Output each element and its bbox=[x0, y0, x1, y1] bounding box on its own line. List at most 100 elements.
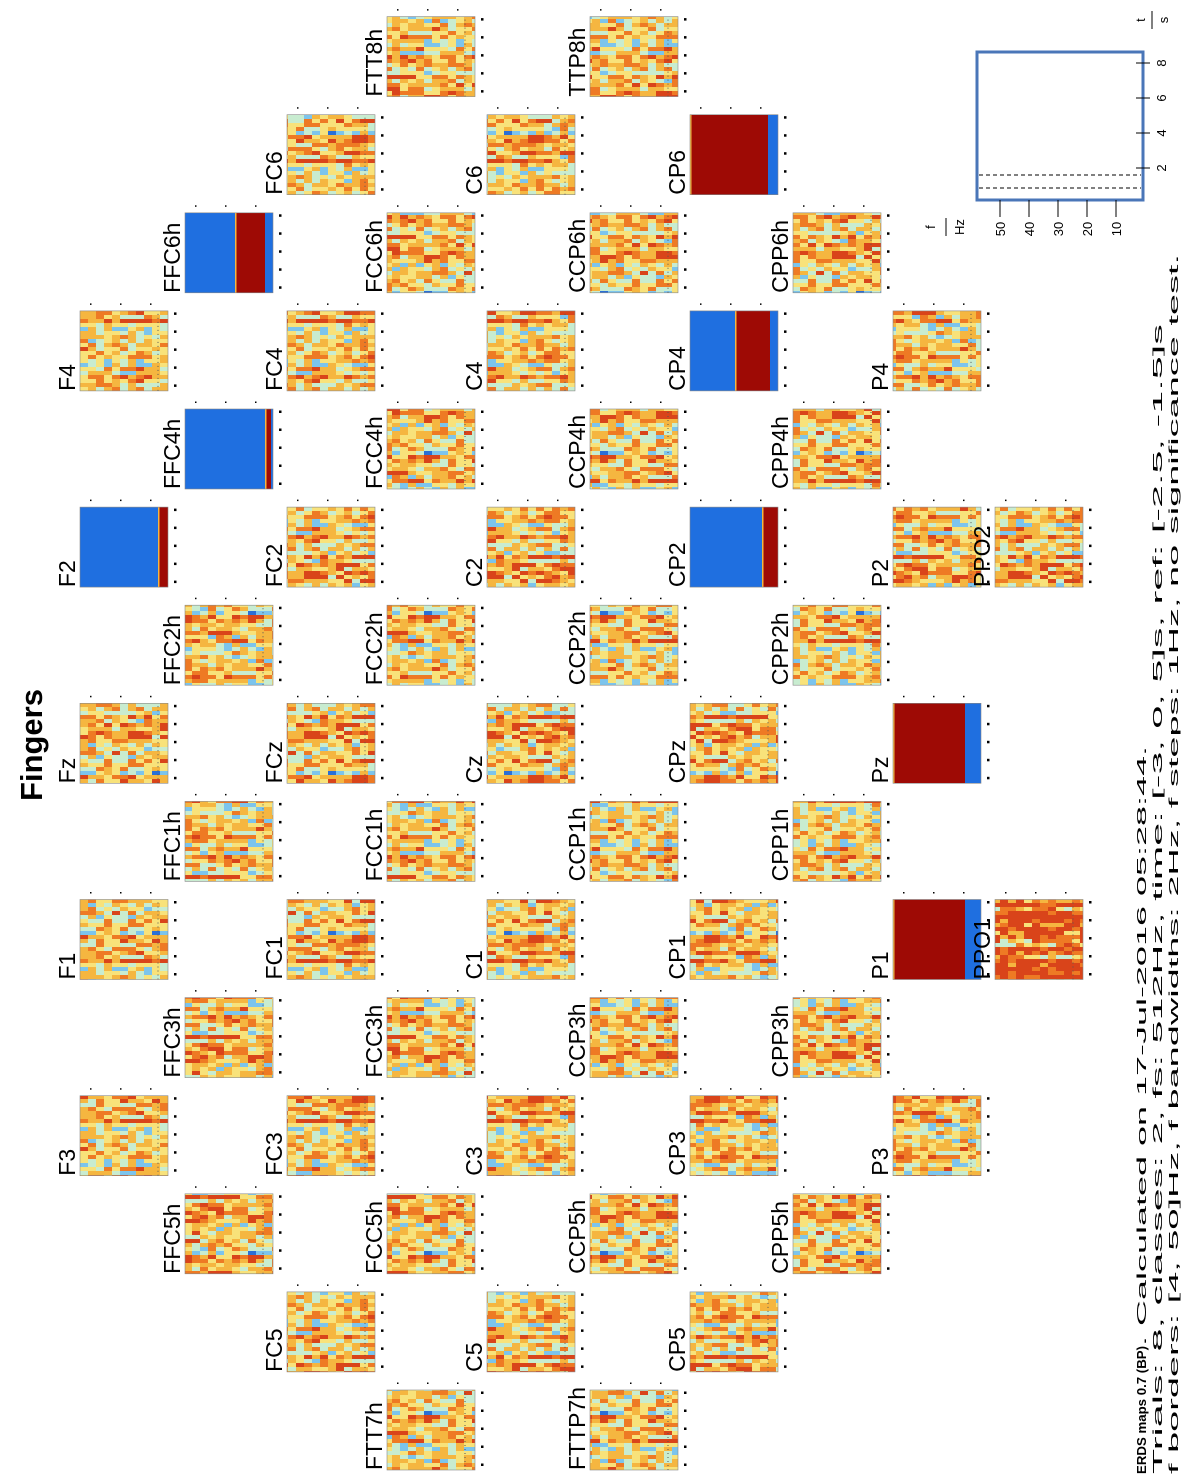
axis-dot bbox=[903, 303, 905, 305]
axis-dot bbox=[397, 598, 399, 600]
axis-dot bbox=[481, 1231, 484, 1234]
axis-dot bbox=[887, 857, 890, 860]
axis-dot bbox=[684, 286, 687, 289]
axis-dot bbox=[381, 937, 384, 940]
map-heatmap bbox=[487, 507, 575, 587]
axis-dot bbox=[887, 679, 890, 682]
axis-dot bbox=[760, 500, 762, 502]
axis-dot bbox=[150, 892, 152, 894]
axis-dot bbox=[174, 919, 177, 922]
channel-map: C3 bbox=[461, 1088, 584, 1176]
axis-dot bbox=[784, 1365, 787, 1368]
axis-dot bbox=[660, 205, 662, 207]
channel-map: FC1 bbox=[261, 892, 384, 980]
map-heatmap bbox=[387, 1390, 475, 1470]
map-heatmap bbox=[487, 900, 575, 980]
axis-dot bbox=[784, 937, 787, 940]
axis-dot bbox=[397, 205, 399, 207]
axis-dot bbox=[90, 1088, 92, 1090]
map-band bbox=[893, 703, 965, 783]
legend-t-unit: s bbox=[1156, 16, 1171, 23]
axis-dot bbox=[600, 1186, 602, 1188]
axis-dot bbox=[1089, 527, 1092, 530]
axis-dot bbox=[581, 563, 584, 566]
axis-dot bbox=[784, 563, 787, 566]
axis-dot bbox=[784, 955, 787, 958]
channel-label: FTT7h bbox=[361, 1402, 387, 1470]
axis-dot bbox=[381, 116, 384, 119]
channel-label: FCC1h bbox=[361, 809, 387, 882]
axis-dot bbox=[527, 500, 529, 502]
axis-dot bbox=[397, 990, 399, 992]
axis-dot bbox=[784, 348, 787, 351]
map-heatmap bbox=[80, 900, 168, 980]
axis-dot bbox=[279, 286, 282, 289]
axis-dot bbox=[381, 563, 384, 566]
axis-dot bbox=[174, 348, 177, 351]
channel-label: P4 bbox=[867, 363, 893, 391]
map-heatmap bbox=[387, 998, 475, 1078]
axis-dot bbox=[255, 205, 257, 207]
axis-dot bbox=[255, 598, 257, 600]
axis-dot bbox=[684, 36, 687, 39]
axis-dot bbox=[684, 1231, 687, 1234]
axis-dot bbox=[357, 1284, 359, 1286]
axis-dot bbox=[887, 286, 890, 289]
axis-dot bbox=[581, 1365, 584, 1368]
map-edge bbox=[762, 507, 764, 587]
axis-dot bbox=[581, 545, 584, 548]
axis-dot bbox=[255, 794, 257, 796]
axis-dot bbox=[279, 803, 282, 806]
axis-dot bbox=[427, 598, 429, 600]
channel-label: CCP3h bbox=[564, 1003, 590, 1077]
t-tick-label: 4 bbox=[1154, 129, 1169, 136]
axis-dot bbox=[660, 1383, 662, 1385]
axis-dot bbox=[195, 402, 197, 404]
axis-dot bbox=[381, 1169, 384, 1172]
channel-map: TTP8h bbox=[564, 9, 687, 97]
axis-dot bbox=[887, 1267, 890, 1270]
axis-dot bbox=[381, 188, 384, 191]
channel-map: PPO2 bbox=[969, 500, 1092, 588]
axis-dot bbox=[481, 661, 484, 664]
map-band bbox=[735, 311, 770, 391]
axis-dot bbox=[1065, 892, 1067, 894]
axis-dot bbox=[987, 1097, 990, 1100]
map-heatmap bbox=[590, 801, 678, 881]
axis-dot bbox=[457, 1383, 459, 1385]
axis-dot bbox=[357, 500, 359, 502]
axis-dot bbox=[557, 107, 559, 109]
map-heatmap bbox=[387, 17, 475, 97]
axis-dot bbox=[381, 509, 384, 512]
axis-dot bbox=[381, 312, 384, 315]
axis-dot bbox=[527, 892, 529, 894]
axis-dot bbox=[381, 1151, 384, 1154]
channel-label: CP4 bbox=[664, 346, 690, 391]
axis-dot bbox=[457, 990, 459, 992]
channel-label: FFC6h bbox=[159, 223, 185, 293]
map-heatmap bbox=[690, 1292, 778, 1372]
axis-dot bbox=[174, 545, 177, 548]
axis-dot bbox=[581, 973, 584, 976]
axis-dot bbox=[174, 1151, 177, 1154]
channel-label: Fz bbox=[54, 758, 80, 784]
map-heatmap bbox=[80, 703, 168, 783]
axis-dot bbox=[381, 1347, 384, 1350]
axis-dot bbox=[174, 741, 177, 744]
axis-dot bbox=[225, 990, 227, 992]
axis-dot bbox=[660, 1186, 662, 1188]
channel-map: CPz bbox=[664, 696, 787, 784]
axis-dot bbox=[120, 1088, 122, 1090]
axis-dot bbox=[784, 777, 787, 780]
axis-dot bbox=[600, 1383, 602, 1385]
axis-dot bbox=[581, 384, 584, 387]
axis-dot bbox=[803, 990, 805, 992]
axis-dot bbox=[397, 1186, 399, 1188]
axis-dot bbox=[887, 607, 890, 610]
axis-dot bbox=[684, 1053, 687, 1056]
axis-dot bbox=[784, 1097, 787, 1100]
axis-dot bbox=[863, 598, 865, 600]
axis-dot bbox=[381, 723, 384, 726]
axis-dot bbox=[833, 205, 835, 207]
channel-map: Pz bbox=[867, 696, 990, 784]
